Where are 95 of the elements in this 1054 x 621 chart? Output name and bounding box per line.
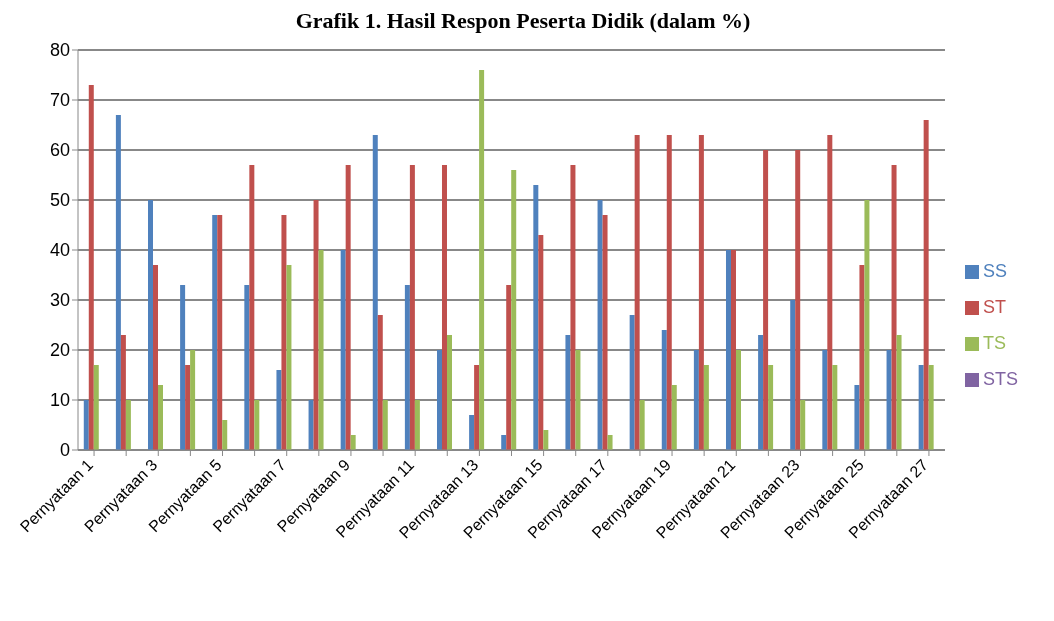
bar (538, 235, 544, 450)
bar (597, 200, 603, 450)
y-tick-label: 60 (49, 140, 70, 161)
y-tick-label: 30 (49, 290, 70, 311)
bar (479, 70, 485, 450)
bar (886, 350, 892, 450)
bar (511, 170, 517, 450)
bar (565, 335, 571, 450)
bar (474, 365, 480, 450)
y-tick-label: 70 (49, 90, 70, 111)
legend-label: ST (982, 297, 1006, 317)
bar (350, 435, 356, 450)
bar (768, 365, 774, 450)
bar (93, 365, 99, 450)
legend-label: SS (982, 261, 1007, 281)
y-tick-label: 40 (49, 240, 70, 261)
bar (661, 330, 667, 450)
y-tick-label: 80 (49, 40, 70, 61)
bar (822, 350, 828, 450)
bar (634, 135, 640, 450)
bar (313, 200, 319, 450)
bar (414, 400, 420, 450)
bar (891, 165, 897, 450)
bar (629, 315, 635, 450)
bar (570, 165, 576, 450)
bar (318, 250, 324, 450)
bar (125, 400, 131, 450)
bar (506, 285, 512, 450)
bar (244, 285, 250, 450)
bar (308, 400, 314, 450)
bar (639, 400, 645, 450)
bar (832, 365, 838, 450)
bar (918, 365, 924, 450)
bar (827, 135, 833, 450)
bar (249, 165, 255, 450)
bar (286, 265, 292, 450)
bar (372, 135, 378, 450)
bar (377, 315, 383, 450)
bar (153, 265, 158, 450)
bar (217, 215, 223, 450)
bar (222, 420, 228, 450)
bar (735, 350, 741, 450)
chart-title: Grafik 1. Hasil Respon Peserta Didik (dalam %) (294, 8, 752, 34)
bar (281, 215, 287, 450)
bar (859, 265, 865, 450)
bar (854, 385, 860, 450)
bar (276, 370, 282, 450)
bar (800, 400, 806, 450)
bar (795, 150, 801, 450)
bar (671, 385, 677, 450)
bar (447, 335, 452, 450)
bar (437, 350, 442, 450)
y-tick-label: 50 (49, 190, 70, 211)
legend-label: STS (982, 369, 1018, 389)
bar (725, 250, 731, 450)
bar (928, 365, 934, 450)
y-tick-label: 0 (59, 440, 70, 461)
bar (442, 165, 447, 450)
bar (382, 400, 388, 450)
bar (607, 435, 613, 450)
bar (185, 365, 191, 450)
bar (790, 300, 796, 450)
bar (693, 350, 699, 450)
bar (180, 285, 186, 450)
bar (148, 200, 153, 450)
bar (666, 135, 672, 450)
bar (923, 120, 929, 450)
bar (698, 135, 704, 450)
legend-label: TS (982, 333, 1006, 353)
bar (896, 335, 902, 450)
bar (345, 165, 351, 450)
bar (469, 415, 475, 450)
bar (190, 350, 196, 450)
bar (864, 200, 870, 450)
bar (758, 335, 764, 450)
y-tick-label: 20 (49, 340, 70, 361)
bar (88, 85, 94, 450)
bar (83, 400, 89, 450)
bar (533, 185, 539, 450)
bar (543, 430, 549, 450)
bar (730, 250, 736, 450)
bar (763, 150, 769, 450)
y-tick-label: 10 (49, 390, 70, 411)
bar (158, 385, 163, 450)
bar (602, 215, 608, 450)
bar (212, 215, 218, 450)
bar (115, 115, 121, 450)
bar (254, 400, 260, 450)
bar (409, 165, 415, 450)
bar (575, 350, 581, 450)
bar (120, 335, 126, 450)
bar (340, 250, 346, 450)
bar (404, 285, 410, 450)
bar (703, 365, 709, 450)
bar (501, 435, 507, 450)
